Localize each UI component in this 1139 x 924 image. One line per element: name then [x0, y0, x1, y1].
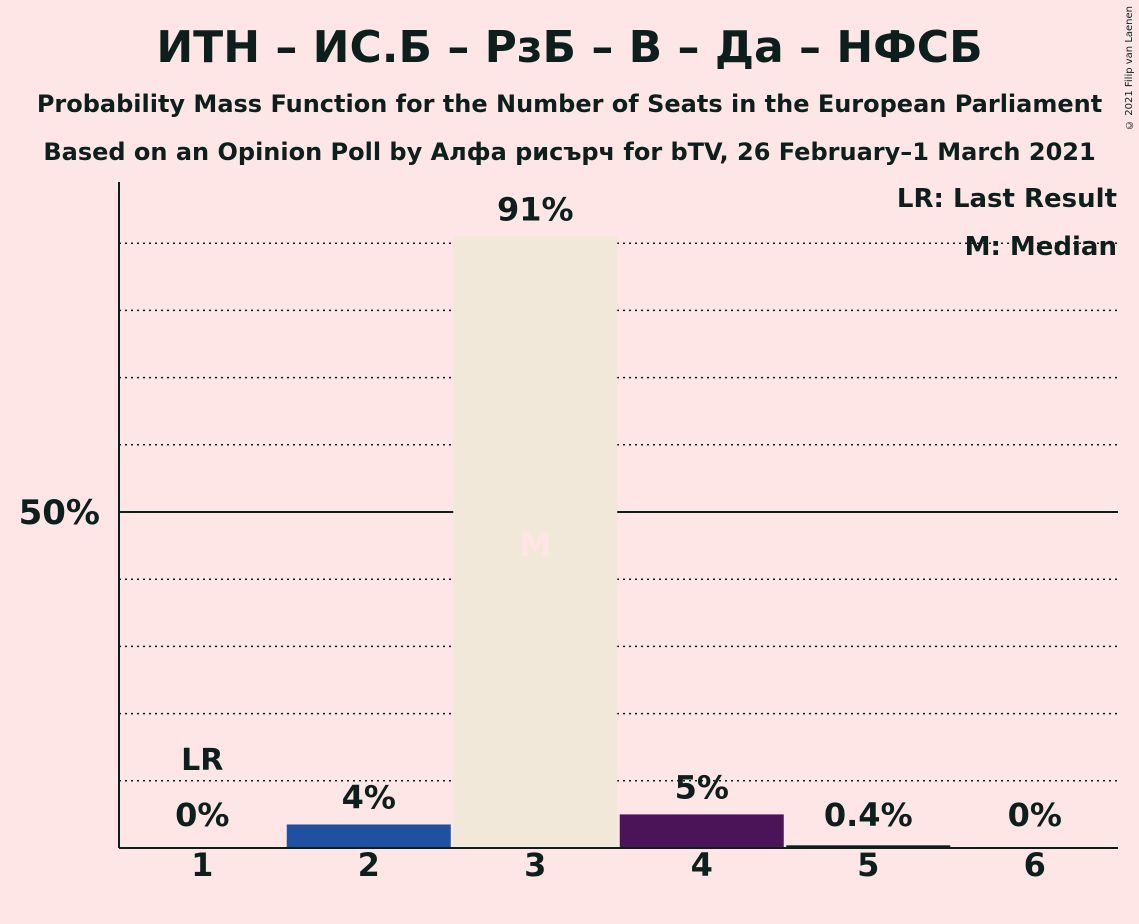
- bars: [286, 236, 951, 849]
- axes: [118, 182, 1118, 849]
- value-label-4: 5%: [675, 768, 729, 806]
- value-label-1: 0%: [175, 796, 229, 834]
- y-tick-label-50: 50%: [19, 493, 100, 533]
- bar-2: [286, 824, 451, 848]
- bar-4: [619, 814, 784, 848]
- value-label-6: 0%: [1008, 796, 1062, 834]
- median-marker: M: [519, 526, 551, 564]
- bar-5: [786, 845, 951, 848]
- x-tick-label-2: 2: [358, 846, 380, 884]
- last-result-marker: LR: [181, 743, 223, 778]
- x-tick-label-3: 3: [524, 846, 546, 884]
- labels: 50% 1 0% LR 2 4% 3 91% M 4 5% 5 0.4% 6 0%: [19, 190, 1062, 884]
- legend-last-result: LR: Last Result: [896, 184, 1117, 214]
- x-tick-label-5: 5: [857, 846, 879, 884]
- chart-title: ИТН – ИС.Б – РзБ – В – Да – НФСБ: [156, 22, 983, 73]
- value-label-3: 91%: [497, 190, 574, 228]
- value-label-5: 0.4%: [824, 796, 913, 834]
- legend-median: M: Median: [964, 232, 1117, 262]
- x-tick-label-1: 1: [191, 846, 213, 884]
- chart-subtitle-line1: Probability Mass Function for the Number…: [36, 90, 1103, 118]
- x-tick-label-6: 6: [1024, 846, 1046, 884]
- bar-3: [453, 236, 618, 849]
- x-tick-label-4: 4: [691, 846, 713, 884]
- value-label-2: 4%: [342, 778, 396, 816]
- chart-subtitle-line2: Based on an Opinion Poll by Алфа рисърч …: [43, 138, 1096, 166]
- gridlines: [119, 242, 1118, 782]
